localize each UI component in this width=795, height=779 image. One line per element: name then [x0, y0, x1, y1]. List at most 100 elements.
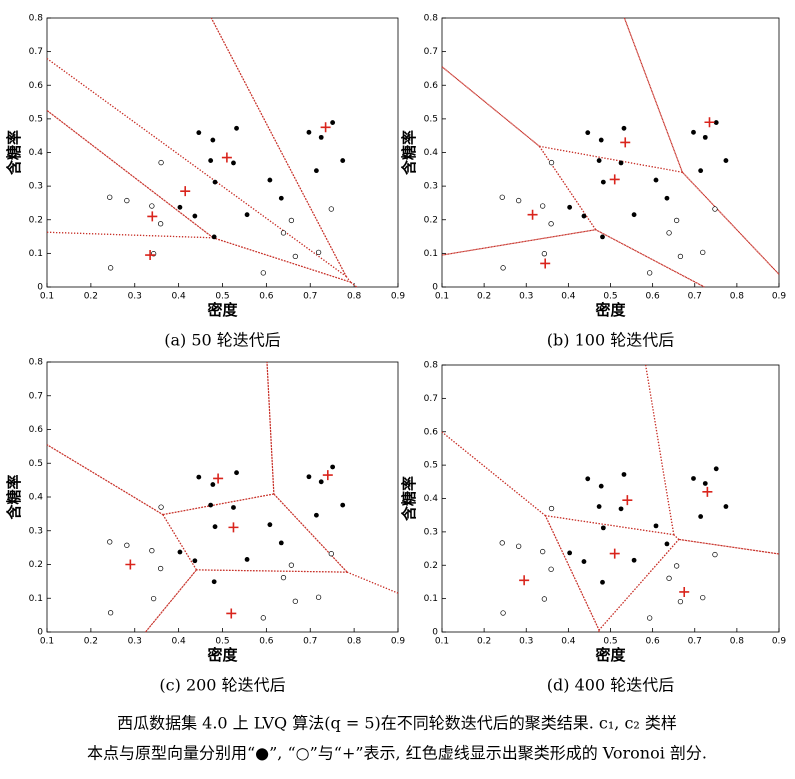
y-tick-label: 0.6 [29, 425, 44, 435]
sample-point [516, 197, 522, 204]
sample-point [149, 548, 155, 554]
voronoi-edge [645, 364, 675, 535]
x-tick-label: 0.3 [128, 637, 142, 647]
x-tick-label: 0.6 [645, 637, 660, 647]
voronoi-edge [681, 171, 780, 275]
x-tick-label: 0.9 [391, 292, 406, 302]
sample-point [596, 158, 602, 163]
y-tick-label: 0 [37, 283, 43, 293]
sample-point [211, 579, 217, 585]
sample-point [541, 251, 548, 257]
sample-point [596, 504, 602, 509]
voronoi-edge [46, 444, 164, 516]
x-tick-label: 0.6 [259, 637, 274, 647]
sample-point [318, 134, 324, 140]
sample-point [673, 563, 680, 569]
sample-point [107, 194, 113, 200]
sample-point [260, 615, 266, 621]
y-tick-label: 0.5 [424, 114, 438, 124]
sample-point [313, 512, 319, 518]
x-tick-label: 0.4 [561, 637, 576, 647]
caption: 本点与原型向量分别用“●”, “○”与“+”表示, 红色虚线显示出聚类形成的 V… [87, 744, 707, 763]
sample-point [723, 504, 729, 509]
sample-point [540, 203, 546, 209]
voronoi-edge [350, 281, 358, 288]
y-tick-label: 0.1 [424, 249, 438, 259]
sample-point [196, 474, 202, 480]
sample-point [315, 249, 322, 256]
x-tick-label: 0.4 [171, 637, 186, 647]
x-tick-label: 0.5 [603, 292, 617, 302]
sample-point [278, 540, 284, 546]
sample-point [600, 525, 606, 531]
sample-point [691, 129, 696, 135]
sample-point [585, 130, 591, 136]
panel: 0.1 0.2 0.3 0.4 0.5 0.6 0.7 0.8 0.900.10.20.30.4… [5, 358, 405, 695]
sample-point [288, 562, 295, 568]
sample-point [234, 125, 239, 131]
voronoi-edge [645, 364, 675, 535]
sample-point [260, 270, 266, 276]
sample-point [330, 120, 336, 125]
y-tick-label: 0.4 [424, 494, 439, 504]
sample-point [208, 158, 214, 163]
sample-point [306, 129, 312, 135]
voronoi-edge [441, 431, 546, 517]
sample-point [600, 579, 605, 585]
sample-point [288, 217, 295, 224]
prototype-vector [527, 209, 538, 220]
y-tick-label: 0.8 [29, 14, 44, 24]
x-tick-label: 0.7 [303, 292, 317, 302]
sample-point [698, 168, 704, 174]
voronoi-edge [595, 229, 705, 288]
sample-point [567, 550, 573, 556]
voronoi-edge [544, 515, 600, 631]
x-tick-label: 0.7 [303, 637, 317, 647]
voronoi-edge [623, 17, 683, 173]
y-tick-label: 0.2 [29, 560, 43, 570]
sample-point [124, 542, 130, 548]
sample-point [702, 134, 708, 140]
x-tick-label: 0.1 [40, 292, 54, 302]
sample-point [328, 206, 334, 212]
sample-point [598, 483, 604, 489]
y-tick-label: 0.3 [29, 182, 43, 192]
x-tick-label: 0.2 [477, 292, 491, 302]
subtitle: (b) 100 轮迭代后 [547, 331, 674, 350]
y-tick-label: 0.3 [424, 527, 438, 537]
prototype-vector [125, 559, 136, 570]
y-tick-label: 0.7 [424, 394, 438, 404]
prototype-vector [609, 548, 620, 559]
sample-point [107, 265, 114, 271]
sample-point [210, 482, 216, 487]
voronoi-edge [162, 493, 274, 516]
voronoi-edge [598, 539, 680, 631]
y-tick-label: 0.2 [424, 561, 438, 571]
sample-point [210, 137, 216, 143]
voronoi-edge [273, 493, 348, 573]
sample-point [192, 213, 198, 219]
prototype-vector [540, 258, 551, 269]
sample-point [712, 551, 718, 558]
sample-point [244, 212, 250, 218]
y-tick-label: 0.1 [424, 594, 438, 604]
x-tick-label: 0.7 [688, 637, 702, 647]
sample-point [177, 549, 183, 555]
sample-point [124, 197, 130, 204]
sample-point [702, 481, 708, 486]
sample-point [328, 551, 334, 557]
sample-point [713, 120, 719, 125]
sample-point [150, 595, 157, 602]
sample-point [585, 476, 591, 482]
x-tick-label: 0.4 [171, 292, 186, 302]
sample-point [581, 213, 587, 219]
sample-point [499, 540, 505, 546]
sample-point [313, 168, 319, 174]
sample-point [500, 610, 506, 616]
voronoi-edge [210, 17, 347, 277]
sample-point [653, 177, 659, 183]
prototype-vector [221, 152, 232, 163]
sample-point [292, 598, 298, 604]
sample-point [677, 253, 684, 260]
